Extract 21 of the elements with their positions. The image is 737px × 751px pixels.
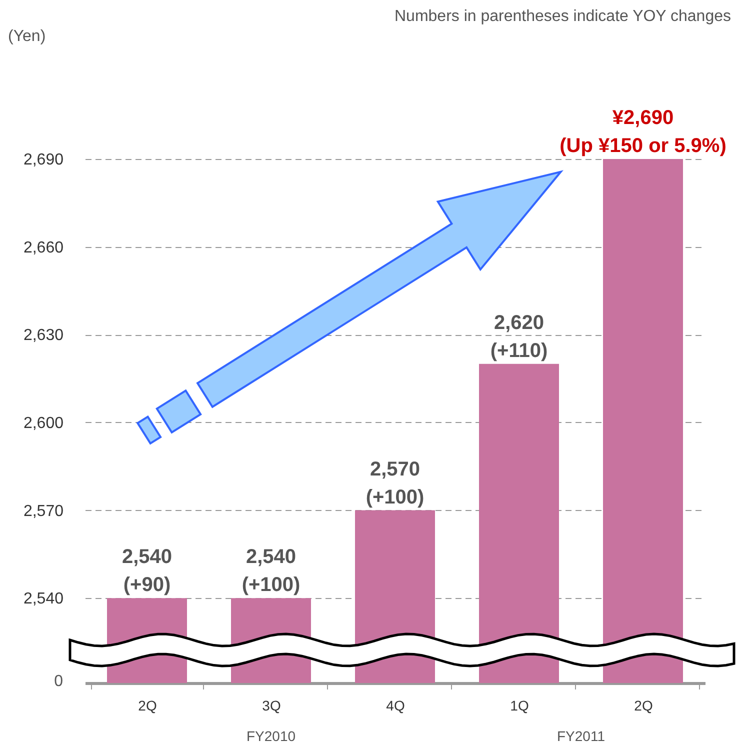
data-label: 2,540 (+100) — [242, 546, 300, 596]
y-tick-label: 2,600 — [23, 414, 64, 432]
y-tick-label: 2,630 — [23, 327, 64, 344]
y-tick-label: 2,540 — [23, 590, 64, 608]
data-label: ¥2,690 (Up ¥150 or 5.9%) — [560, 107, 726, 157]
text: FY2011 — [557, 728, 605, 744]
y-tick-label: 2,570 — [23, 502, 64, 520]
x-tick-label: 1Q — [510, 698, 529, 714]
x-tick-label: 4Q — [386, 698, 405, 714]
data-label: 2,570 (+100) — [366, 458, 424, 508]
text: (Yen) — [8, 28, 46, 46]
text: Numbers in parentheses indicate YOY changes — [394, 8, 731, 26]
y-tick-label: 2,690 — [23, 152, 64, 168]
y-tick-label: 2,660 — [23, 239, 64, 256]
x-tick-label: 2Q — [634, 698, 653, 714]
data-label: 2,620 (+110) — [490, 312, 548, 362]
x-tick-label: 2Q — [138, 698, 157, 714]
text: 0 — [54, 673, 63, 691]
text: FY2010 — [246, 728, 296, 744]
x-tick-label: 3Q — [262, 698, 281, 714]
data-label: 2,540 (+90) — [122, 546, 172, 596]
